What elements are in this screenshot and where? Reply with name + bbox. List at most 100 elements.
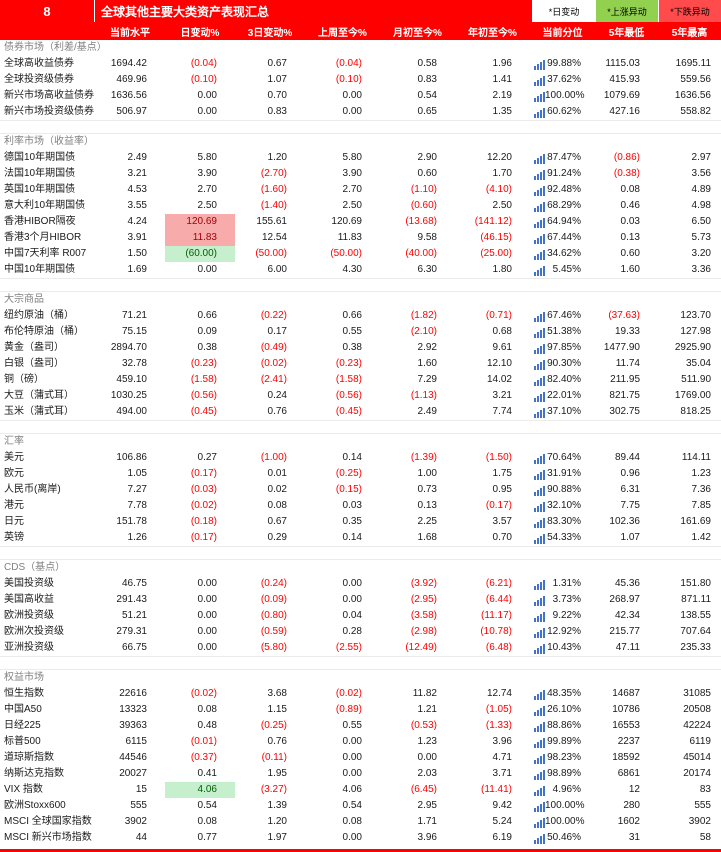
value-cell: 1.42: [691, 532, 711, 543]
value-cell: 35.04: [685, 358, 711, 369]
value-cell: 1695.11: [675, 58, 711, 69]
title-bar: 8 全球其他主要大类资产表现汇总 *日变动 *上涨异动 *下跌异动: [0, 0, 721, 22]
percentile-value: 100.00%: [545, 816, 585, 827]
value-cell: (1.13): [410, 390, 437, 401]
value-cell: 0.00: [197, 610, 217, 621]
value-cell: (0.15): [335, 484, 362, 495]
percentile-wrap: 82.40%: [530, 372, 595, 388]
value-cell: 22616: [119, 688, 147, 699]
value-cell: 0.08: [267, 500, 287, 511]
value-cell: 1694.42: [110, 58, 147, 69]
value-cell: 18592: [612, 752, 640, 763]
percentile-value: 68.29%: [547, 200, 581, 211]
value-cell: 19.33: [614, 326, 640, 337]
row-label: 白银（盎司）: [4, 358, 64, 369]
row-label: 美国高收益: [4, 594, 54, 605]
table-row: 英镑 1.26 (0.17) 0.29 0.14 1.68 0.70 54.33% 1.07 1.…: [0, 530, 721, 547]
table-row: VIX 指数 15 4.06 (3.27) 4.06 (6.45) (11.41) 4.96%…: [0, 782, 721, 798]
value-cell: 7.36: [691, 484, 711, 495]
row-label: 纽约原油（桶）: [4, 310, 74, 321]
value-cell: 0.17: [267, 326, 287, 337]
value-cell: (0.04): [335, 58, 362, 69]
percentile-cell: 51.38%: [530, 324, 595, 340]
column-header-wtd: 上周至今%: [305, 22, 380, 40]
value-cell: (0.10): [335, 74, 362, 85]
percentile-value: 98.23%: [547, 752, 581, 763]
value-cell: (0.04): [190, 58, 217, 69]
value-cell: 1.41: [492, 74, 512, 85]
percentile-value: 100.00%: [545, 90, 585, 101]
value-cell: 427.16: [609, 106, 640, 117]
value-cell: 0.65: [417, 106, 437, 117]
table-row: MSCI 新兴市场指数 44 0.77 1.97 0.00 3.96 6.19 50.46% 3…: [0, 830, 721, 846]
percentile-bar-icon: [534, 721, 545, 732]
value-cell: (6.21): [485, 578, 512, 589]
row-label: 玉米（蒲式耳）: [4, 406, 74, 417]
percentile-bar-icon: [534, 359, 545, 370]
percentile-bar-icon: [534, 689, 545, 700]
value-cell: 0.35: [342, 516, 362, 527]
value-cell: 4.24: [127, 216, 147, 227]
percentile-value: 100.00%: [545, 800, 585, 811]
percentile-value: 48.35%: [547, 688, 581, 699]
value-cell: (0.10): [190, 74, 217, 85]
value-cell: 0.00: [417, 752, 437, 763]
value-cell: 7.78: [127, 500, 147, 511]
value-cell: 0.41: [197, 768, 217, 779]
value-cell: 0.76: [267, 736, 287, 747]
value-cell: (0.53): [410, 720, 437, 731]
percentile-wrap: 32.10%: [530, 498, 595, 514]
row-label: MSCI 新兴市场指数: [4, 832, 92, 843]
table-row: 新兴市场高收益债券 1636.56 0.00 0.70 0.00 0.54 2.19 100.…: [0, 88, 721, 104]
value-cell: 7.74: [492, 406, 512, 417]
value-cell: 45014: [683, 752, 711, 763]
percentile-bar-icon: [534, 801, 545, 812]
value-cell: 1636.56: [674, 90, 711, 101]
percentile-value: 1.31%: [552, 578, 581, 589]
value-cell: (0.37): [190, 752, 217, 763]
value-cell: (0.03): [190, 484, 217, 495]
value-cell: 20174: [683, 768, 711, 779]
table-row: 欧元 1.05 (0.17) 0.01 (0.25) 1.00 1.75 31.91% 0.96…: [0, 466, 721, 482]
value-cell: 0.54: [197, 800, 217, 811]
table-row: 纳斯达克指数 20027 0.41 1.95 0.00 2.03 3.71 98.89% 686…: [0, 766, 721, 782]
value-cell: 14687: [612, 688, 640, 699]
value-cell: 4.98: [691, 200, 711, 211]
value-cell: 58: [699, 832, 711, 843]
bottom-border: [0, 846, 721, 852]
value-cell: 7.27: [127, 484, 147, 495]
value-cell: 6.00: [267, 264, 287, 275]
value-cell: 31: [628, 832, 640, 843]
section-title: 权益市场: [4, 672, 44, 683]
value-cell: 555: [694, 800, 711, 811]
corner-cell: [0, 22, 95, 40]
table-row: 欧洲Stoxx600 555 0.54 1.39 0.54 2.95 9.42 100.00%…: [0, 798, 721, 814]
section-title: 利率市场（收益率）: [4, 136, 94, 147]
separator-cell: [0, 546, 721, 560]
value-cell: 1.96: [492, 58, 512, 69]
percentile-cell: 60.62%: [530, 104, 595, 121]
table-row: 法国10年期国债 3.21 3.90 (2.70) 3.90 0.60 1.70 91.24%…: [0, 166, 721, 182]
percentile-value: 70.64%: [547, 452, 581, 463]
value-cell: 0.00: [197, 90, 217, 101]
percentile-bar-icon: [534, 501, 545, 512]
value-cell: (50.00): [255, 248, 287, 259]
value-cell: 0.28: [342, 626, 362, 637]
value-cell: 0.08: [342, 816, 362, 827]
section-header-row: 汇率: [0, 434, 721, 451]
table-row: 中国10年期国债 1.69 0.00 6.00 4.30 6.30 1.80 5.45% 1.6…: [0, 262, 721, 279]
percentile-value: 4.96%: [552, 784, 581, 795]
value-cell: 3.21: [492, 390, 512, 401]
value-cell: 102.36: [609, 516, 640, 527]
percentile-bar-icon: [534, 343, 545, 354]
value-cell: 459.10: [116, 374, 147, 385]
value-cell: 3.20: [691, 248, 711, 259]
percentile-value: 32.10%: [547, 500, 581, 511]
row-label: 全球投资级债券: [4, 74, 74, 85]
value-cell: 0.55: [342, 720, 362, 731]
percentile-value: 91.24%: [547, 168, 581, 179]
table-body: 债券市场（利差/基点） 全球高收益债券 1694.42 (0.04) 0.67 (0.04…: [0, 40, 721, 846]
value-cell: 0.00: [197, 578, 217, 589]
value-cell: 291.43: [116, 594, 147, 605]
value-cell: 2.97: [691, 152, 711, 163]
